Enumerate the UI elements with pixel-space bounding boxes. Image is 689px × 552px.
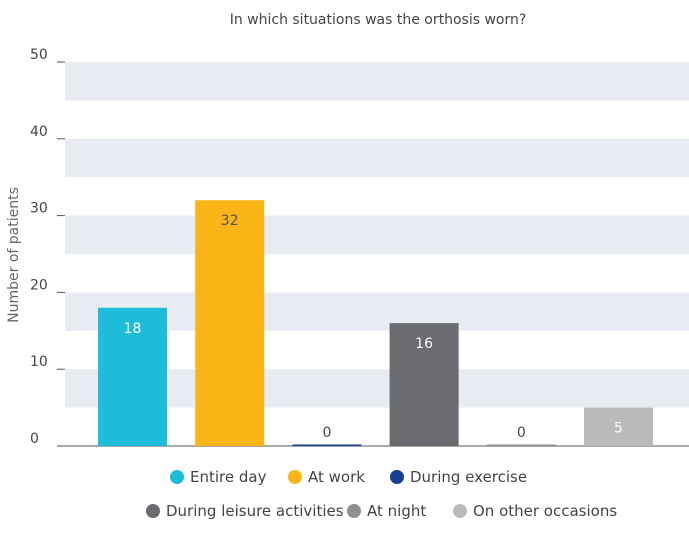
data-label: 0 xyxy=(517,425,526,441)
y-tick-label: 0 xyxy=(30,431,39,447)
data-label: 0 xyxy=(322,425,331,441)
bar xyxy=(584,407,653,446)
bars xyxy=(98,200,653,446)
y-tick-label: 30 xyxy=(30,201,48,217)
data-labels: 18 32 0 16 0 5 xyxy=(124,213,623,441)
y-tick-label: 20 xyxy=(30,277,48,293)
legend-marker xyxy=(170,470,184,484)
y-tick-label: 50 xyxy=(30,47,48,63)
bar xyxy=(195,200,265,446)
chart-title: In which situations was the orthosis wor… xyxy=(230,12,527,28)
bar xyxy=(389,323,459,446)
grid-band xyxy=(65,292,689,331)
bar xyxy=(98,307,167,446)
bar xyxy=(292,444,362,446)
data-label: 16 xyxy=(415,336,433,352)
legend-label: At work xyxy=(308,468,365,486)
y-tick-label: 40 xyxy=(30,124,48,140)
legend-marker xyxy=(390,470,404,484)
grid-band xyxy=(65,62,689,101)
legend-marker xyxy=(453,504,467,518)
legend-label: On other occasions xyxy=(473,502,617,520)
legend-label: During leisure activities xyxy=(166,502,344,520)
legend: Entire day At work During exercise During l… xyxy=(146,468,617,520)
legend-label: During exercise xyxy=(410,468,527,486)
y-tick-label: 10 xyxy=(30,354,48,370)
bar xyxy=(486,444,556,446)
legend-marker xyxy=(347,504,361,518)
legend-marker xyxy=(146,504,160,518)
grid-band xyxy=(65,215,689,254)
grid-band xyxy=(65,369,689,408)
y-axis-label: Number of patients xyxy=(6,187,22,323)
grid-bands xyxy=(65,62,689,408)
legend-label: At night xyxy=(367,502,426,520)
data-label: 5 xyxy=(614,421,623,437)
grid-band xyxy=(65,138,689,178)
legend-label: Entire day xyxy=(190,468,267,486)
legend-marker xyxy=(288,470,302,484)
data-label: 32 xyxy=(221,213,239,229)
data-label: 18 xyxy=(124,321,142,337)
